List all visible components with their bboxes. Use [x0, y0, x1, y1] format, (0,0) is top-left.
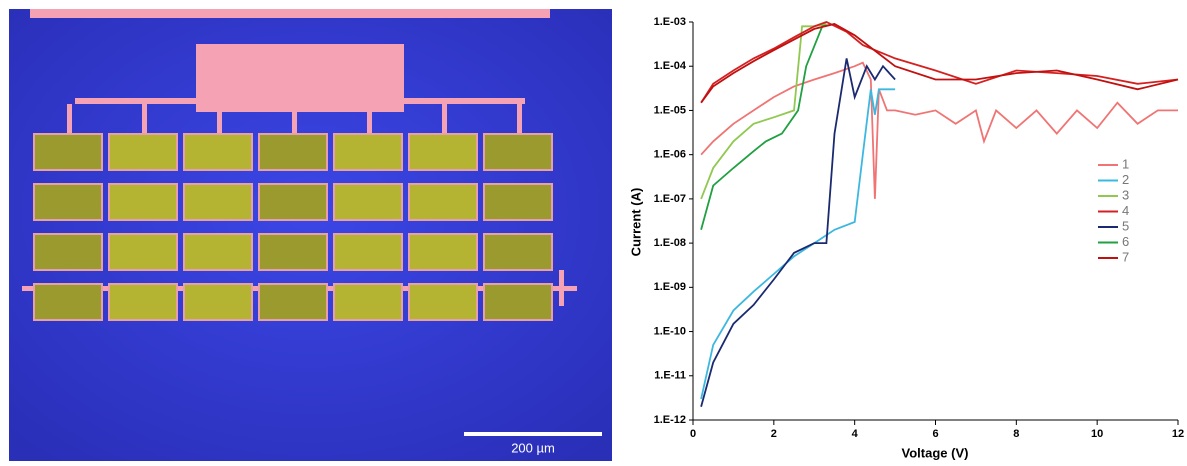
finger [517, 104, 522, 134]
pad [35, 285, 101, 319]
legend-label: 3 [1122, 187, 1129, 202]
series-line [700, 23, 827, 200]
x-tick-label: 4 [852, 428, 859, 440]
y-tick-label: 1.E-03 [654, 16, 686, 28]
pad [485, 285, 551, 319]
pad [110, 135, 176, 169]
bus-line [75, 98, 525, 104]
pad [410, 185, 476, 219]
pad [110, 185, 176, 219]
pad [260, 185, 326, 219]
pad [185, 135, 251, 169]
x-tick-label: 6 [932, 428, 938, 440]
pad [335, 135, 401, 169]
pad [110, 285, 176, 319]
marker [559, 270, 564, 306]
pad [410, 235, 476, 269]
device [22, 9, 577, 321]
y-tick-label: 1.E-11 [654, 370, 686, 382]
x-tick-label: 12 [1172, 428, 1184, 440]
y-tick-label: 1.E-04 [654, 60, 687, 72]
series-line [700, 61, 1178, 199]
y-tick-label: 1.E-10 [654, 325, 686, 337]
series-line [700, 23, 1179, 104]
y-tick-label: 1.E-09 [654, 281, 686, 293]
pad [485, 185, 551, 219]
finger [292, 104, 297, 134]
legend-label: 6 [1122, 234, 1129, 249]
finger [217, 104, 222, 134]
pad [185, 285, 251, 319]
pad [410, 285, 476, 319]
pad [335, 285, 401, 319]
pad [485, 135, 551, 169]
series-line [700, 21, 1179, 104]
y-tick-label: 1.E-08 [654, 237, 686, 249]
pad [35, 235, 101, 269]
y-tick-label: 1.E-07 [654, 193, 686, 205]
legend-label: 5 [1122, 218, 1129, 233]
y-tick-label: 1.E-12 [654, 414, 686, 426]
top-structure [30, 9, 550, 18]
legend-label: 4 [1122, 203, 1129, 218]
y-tick-label: 1.E-05 [654, 104, 686, 116]
y-tick-label: 1.E-06 [654, 149, 686, 161]
finger [442, 104, 447, 134]
y-axis-title: Current (A) [628, 188, 643, 257]
pad [35, 135, 101, 169]
x-axis-title: Voltage (V) [902, 445, 969, 460]
series-line [700, 23, 835, 231]
pad [110, 235, 176, 269]
pad [35, 185, 101, 219]
pad [335, 235, 401, 269]
pad [485, 235, 551, 269]
finger [367, 104, 372, 134]
legend-label: 1 [1122, 156, 1129, 171]
finger [67, 104, 72, 134]
series-line [700, 58, 896, 407]
pad [185, 235, 251, 269]
legend-label: 7 [1122, 249, 1129, 264]
series-line [700, 88, 896, 400]
pad [260, 235, 326, 269]
scale-label: 200 µm [511, 440, 555, 455]
x-tick-label: 2 [771, 428, 777, 440]
x-tick-label: 8 [1013, 428, 1019, 440]
pad [185, 185, 251, 219]
finger [142, 104, 147, 134]
x-tick-label: 0 [690, 428, 696, 440]
pad [260, 285, 326, 319]
scale-bar [464, 432, 602, 436]
x-tick-label: 10 [1091, 428, 1103, 440]
pad [410, 135, 476, 169]
legend-label: 2 [1122, 172, 1129, 187]
pad [260, 135, 326, 169]
pad [335, 185, 401, 219]
